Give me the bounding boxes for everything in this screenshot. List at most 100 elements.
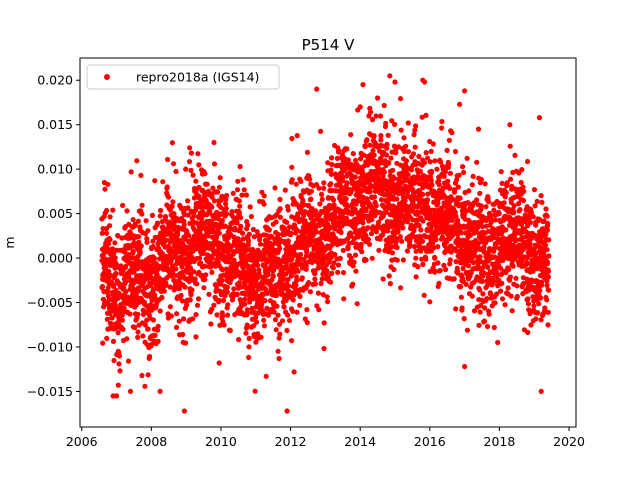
data-point	[248, 213, 254, 220]
data-point	[401, 135, 407, 141]
data-point	[275, 348, 281, 354]
data-point	[288, 273, 294, 279]
data-point	[293, 181, 299, 187]
data-point	[405, 219, 411, 225]
data-point	[474, 197, 480, 203]
data-point	[184, 302, 190, 308]
data-point	[384, 152, 390, 158]
data-point	[223, 201, 229, 207]
data-point	[524, 158, 531, 165]
data-point	[261, 201, 267, 207]
data-point	[412, 127, 418, 133]
data-point	[481, 244, 487, 250]
data-point	[130, 217, 136, 223]
data-point	[165, 156, 171, 163]
data-point	[404, 248, 410, 254]
data-point	[261, 317, 267, 323]
data-point	[421, 292, 427, 298]
data-point	[219, 193, 225, 199]
data-point	[439, 234, 446, 240]
data-point	[181, 408, 187, 414]
data-point	[395, 144, 402, 150]
data-point	[217, 322, 223, 328]
data-point	[372, 212, 378, 219]
data-point	[142, 383, 148, 389]
data-point	[525, 329, 531, 335]
data-point	[150, 238, 156, 244]
data-point	[536, 216, 543, 222]
data-point	[514, 283, 520, 289]
data-point	[465, 263, 472, 269]
data-point	[293, 282, 299, 288]
data-point	[507, 274, 513, 280]
data-point	[175, 229, 181, 235]
data-point	[518, 179, 524, 186]
data-point	[185, 212, 191, 218]
data-point	[456, 172, 462, 178]
data-point	[390, 167, 396, 173]
data-point	[520, 184, 526, 190]
data-point	[193, 312, 199, 318]
data-point	[448, 243, 454, 249]
data-point	[153, 261, 159, 267]
data-point	[380, 232, 386, 238]
data-point	[294, 133, 300, 139]
data-point	[458, 294, 464, 300]
data-point	[321, 320, 327, 326]
data-point	[312, 276, 318, 282]
data-point	[507, 122, 513, 128]
data-point	[124, 208, 130, 214]
data-point	[324, 294, 330, 300]
data-point	[398, 285, 404, 291]
data-point	[245, 222, 251, 228]
data-point	[544, 227, 551, 233]
legend-box	[86, 64, 280, 90]
data-point	[502, 302, 508, 308]
y-tick-label: −0.005	[27, 295, 73, 310]
data-point	[257, 241, 264, 247]
legend: repro2018a (IGS14)	[86, 64, 280, 90]
data-point	[545, 309, 551, 315]
data-point	[236, 210, 243, 216]
data-point	[430, 188, 437, 194]
data-point	[274, 303, 280, 309]
data-point	[163, 237, 169, 243]
data-point	[159, 295, 165, 301]
data-point	[287, 224, 293, 230]
data-point	[474, 159, 480, 165]
data-point	[101, 270, 107, 276]
data-point	[408, 167, 415, 173]
data-point	[105, 181, 111, 187]
data-point	[532, 203, 538, 209]
data-point	[371, 152, 377, 158]
data-point	[436, 182, 442, 188]
data-point	[100, 340, 106, 346]
data-point	[178, 292, 184, 299]
data-point	[315, 290, 321, 296]
data-point	[363, 208, 369, 214]
data-point	[316, 185, 322, 191]
x-tick-label: 2008	[135, 434, 167, 449]
data-point	[402, 198, 408, 204]
data-point	[542, 305, 548, 311]
data-point	[261, 193, 267, 199]
data-point	[304, 320, 310, 326]
data-point	[193, 334, 199, 340]
data-point	[381, 169, 387, 175]
data-point	[509, 183, 515, 189]
data-point	[429, 182, 435, 188]
data-point	[487, 245, 493, 252]
data-point	[250, 226, 256, 233]
data-point	[265, 290, 271, 296]
data-point	[113, 270, 119, 277]
data-point	[201, 285, 207, 291]
data-point	[298, 178, 304, 184]
data-point	[405, 172, 411, 178]
data-point	[182, 284, 188, 290]
data-point	[360, 82, 366, 88]
data-point	[321, 185, 327, 191]
data-point	[276, 321, 283, 327]
data-point	[285, 312, 291, 318]
data-point	[273, 327, 279, 333]
data-point	[135, 311, 141, 317]
